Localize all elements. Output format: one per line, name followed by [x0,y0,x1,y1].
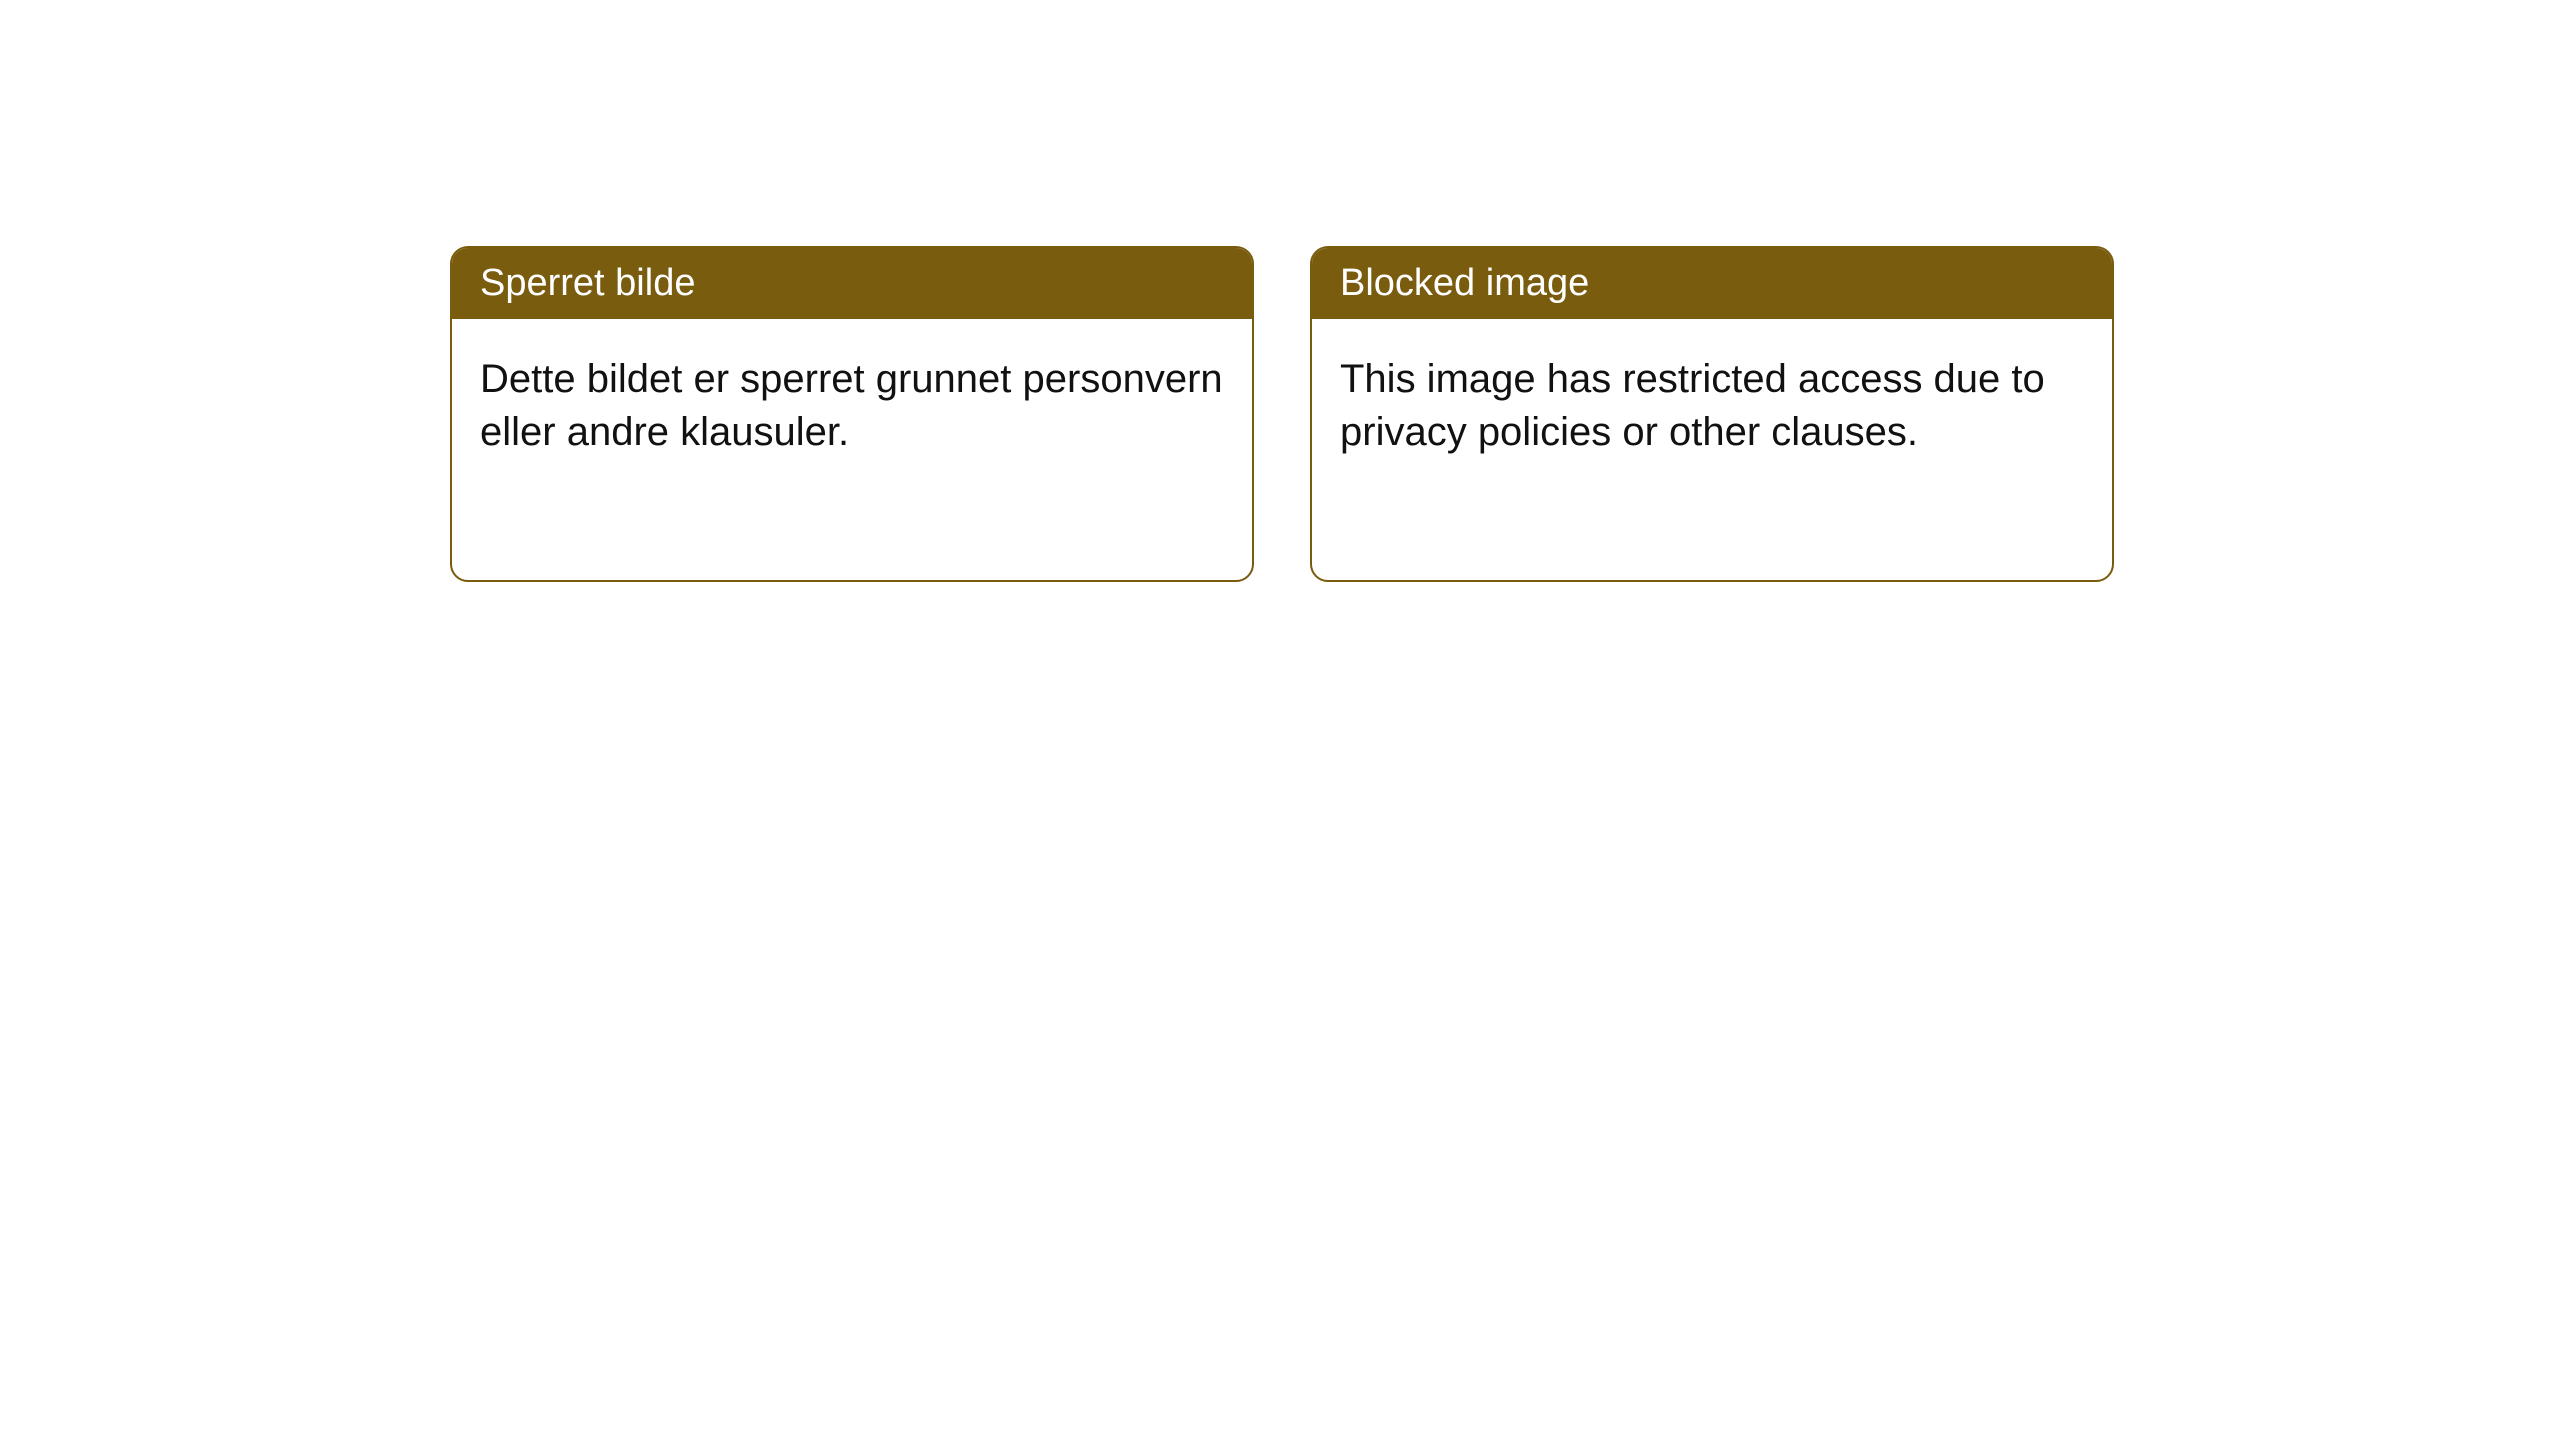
notice-container: Sperret bilde Dette bildet er sperret gr… [450,246,2114,582]
notice-card-norwegian: Sperret bilde Dette bildet er sperret gr… [450,246,1254,582]
notice-header-title: Sperret bilde [452,248,1252,319]
notice-header-title: Blocked image [1312,248,2112,319]
notice-card-english: Blocked image This image has restricted … [1310,246,2114,582]
notice-body-text: Dette bildet er sperret grunnet personve… [452,319,1252,493]
notice-body-text: This image has restricted access due to … [1312,319,2112,493]
